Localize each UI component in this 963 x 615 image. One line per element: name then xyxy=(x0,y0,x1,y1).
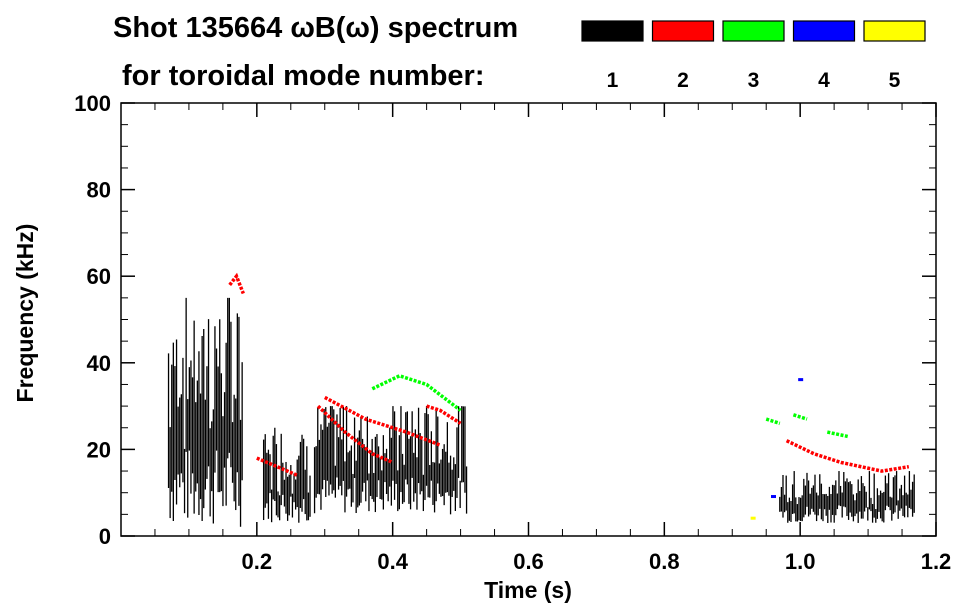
legend: 1 2 3 4 5 xyxy=(581,20,926,92)
mode-line-n2 xyxy=(256,456,299,478)
y-axis-label: Frequency (kHz) xyxy=(12,224,38,403)
series-n3 xyxy=(371,373,849,439)
plot-data xyxy=(167,272,915,527)
legend-swatch-2 xyxy=(651,20,715,42)
chart-title-line2: for toroidal mode number: xyxy=(122,60,485,92)
chart-title: Shot 135664 ωB(ω) spectrum xyxy=(113,12,518,44)
mode-line-n2 xyxy=(323,395,441,447)
legend-swatch-5 xyxy=(863,20,926,42)
y-tick-label: 20 xyxy=(87,437,111,462)
mode-line-n3 xyxy=(765,417,781,426)
y-tick-label: 0 xyxy=(99,524,111,549)
x-tick-label: 1.0 xyxy=(785,549,816,574)
mode-point-n5 xyxy=(750,516,756,520)
legend-label-4: 4 xyxy=(818,69,830,92)
x-tick-label: 0.2 xyxy=(242,549,273,574)
y-tick-label: 100 xyxy=(74,91,111,116)
legend-label-2: 2 xyxy=(677,69,689,92)
x-tick-label: 1.2 xyxy=(921,549,952,574)
mode-line-n3 xyxy=(792,413,808,421)
mode-line-n2 xyxy=(228,272,245,295)
x-axis-label: Time (s) xyxy=(484,577,572,603)
plot-frame xyxy=(120,102,937,537)
x-tick-label: 0.6 xyxy=(513,549,544,574)
mode-line-n3 xyxy=(371,373,462,412)
legend-label-5: 5 xyxy=(889,69,901,92)
axes: 0 20 40 60 80 100 0.2 0.4 0.6 0.8 1.0 1.2 xyxy=(74,91,951,574)
x-tick-label: 0.8 xyxy=(649,549,680,574)
y-tick-label: 40 xyxy=(87,351,111,376)
mode-line-n2 xyxy=(316,404,394,465)
mode-line-n2 xyxy=(426,404,462,425)
legend-swatch-1 xyxy=(581,20,644,42)
series-n5 xyxy=(750,516,756,520)
y-tick-label: 80 xyxy=(87,178,111,203)
legend-swatch-3 xyxy=(722,20,785,42)
mode-line-n3 xyxy=(826,430,849,439)
series-n4 xyxy=(771,378,804,499)
x-tick-label: 0.4 xyxy=(377,549,408,574)
y-tick-label: 60 xyxy=(87,264,111,289)
legend-label-1: 1 xyxy=(607,69,619,92)
series-n1 xyxy=(167,297,915,527)
legend-swatch-4 xyxy=(792,20,856,42)
legend-label-3: 3 xyxy=(748,69,760,92)
series-n2 xyxy=(228,272,910,478)
mode-point-n4 xyxy=(798,378,804,382)
mode-line-n2 xyxy=(785,439,910,473)
mode-point-n4 xyxy=(771,495,776,499)
